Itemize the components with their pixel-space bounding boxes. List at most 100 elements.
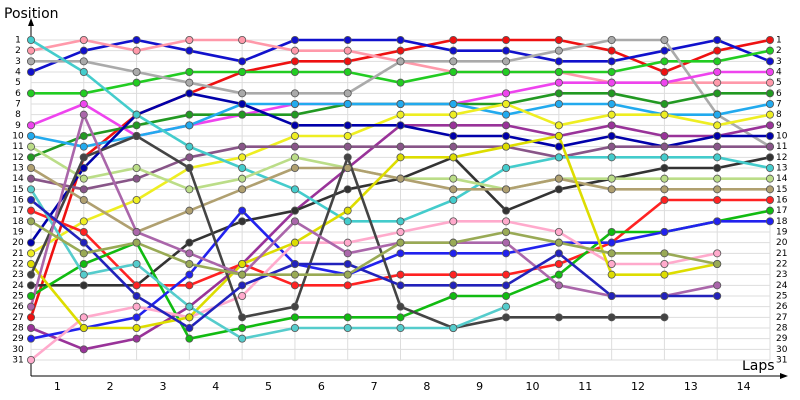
series-marker (449, 36, 458, 45)
series-line (30, 220, 718, 362)
series-marker (79, 217, 88, 226)
series-marker (26, 57, 35, 66)
series-marker (766, 78, 775, 87)
series-marker (343, 131, 352, 140)
series-marker (290, 323, 299, 332)
series-marker (26, 291, 35, 300)
series-marker (79, 249, 88, 258)
series-marker (79, 57, 88, 66)
series-marker (713, 36, 722, 45)
series-marker (238, 206, 247, 215)
series-marker (396, 281, 405, 290)
series-marker (502, 291, 511, 300)
series-marker (713, 131, 722, 140)
series-marker (766, 121, 775, 130)
series-marker (79, 185, 88, 194)
series-marker (502, 110, 511, 119)
series-marker (132, 313, 141, 322)
series-marker (660, 174, 669, 183)
y-tick-label-right: 5 (776, 78, 782, 88)
y-tick-label-right: 17 (776, 206, 787, 216)
series-marker (554, 100, 563, 109)
series-marker (185, 163, 194, 172)
series-marker (26, 131, 35, 140)
series-marker (238, 313, 247, 322)
series-marker (79, 68, 88, 77)
series-marker (449, 291, 458, 300)
series-marker (238, 270, 247, 279)
series-marker (502, 100, 511, 109)
series-marker (502, 313, 511, 322)
series-marker (343, 68, 352, 77)
series-marker (238, 334, 247, 343)
series-marker (766, 36, 775, 45)
series-marker (396, 57, 405, 66)
series-marker (26, 217, 35, 226)
series-marker (554, 249, 563, 258)
series-marker (290, 131, 299, 140)
series-marker (554, 121, 563, 130)
series-marker (132, 259, 141, 268)
series-marker (713, 281, 722, 290)
series-marker (554, 270, 563, 279)
series-marker (238, 36, 247, 45)
series-marker (132, 163, 141, 172)
series-marker (26, 89, 35, 98)
y-tick-label-right: 1 (776, 36, 782, 46)
y-tick-label: 13 (12, 164, 23, 174)
series-marker (343, 281, 352, 290)
series-marker (79, 131, 88, 140)
y-tick-label-right: 12 (776, 153, 787, 163)
series-marker (660, 185, 669, 194)
series-marker (238, 142, 247, 151)
series-marker (185, 323, 194, 332)
series-marker (713, 142, 722, 151)
series-marker (343, 323, 352, 332)
series-marker (290, 57, 299, 66)
series-marker (607, 100, 616, 109)
series-marker (502, 185, 511, 194)
x-tick-label: 14 (737, 380, 751, 393)
series-marker (554, 259, 563, 268)
y-tick-label: 16 (12, 196, 24, 206)
series-marker (79, 142, 88, 151)
x-tick-label: 5 (265, 380, 272, 393)
series-marker (449, 68, 458, 77)
series-marker (449, 195, 458, 204)
series-marker (766, 142, 775, 151)
series-marker (502, 249, 511, 258)
series-marker (660, 291, 669, 300)
series-marker (396, 217, 405, 226)
series-marker (396, 313, 405, 322)
series-marker (26, 206, 35, 215)
series-marker (502, 227, 511, 236)
series-marker (290, 313, 299, 322)
series-marker (766, 174, 775, 183)
y-tick-label-right: 19 (776, 228, 788, 238)
series-marker (502, 121, 511, 130)
series-marker (554, 313, 563, 322)
series-marker (79, 110, 88, 119)
series-marker (396, 174, 405, 183)
series-marker (26, 238, 35, 247)
series-marker (238, 100, 247, 109)
series-marker (449, 131, 458, 140)
markers (26, 36, 775, 364)
series-marker (290, 36, 299, 45)
series-marker (554, 227, 563, 236)
series-marker (502, 270, 511, 279)
series-marker (713, 68, 722, 77)
series-marker (713, 110, 722, 119)
series-marker (79, 323, 88, 332)
series-marker (660, 270, 669, 279)
series-marker (449, 46, 458, 55)
series-marker (79, 345, 88, 354)
series-marker (660, 57, 669, 66)
y-tick-label-right: 31 (776, 356, 787, 366)
series-marker (660, 131, 669, 140)
series-marker (132, 281, 141, 290)
series-marker (343, 259, 352, 268)
series-marker (502, 131, 511, 140)
series-marker (343, 36, 352, 45)
series-marker (185, 302, 194, 311)
